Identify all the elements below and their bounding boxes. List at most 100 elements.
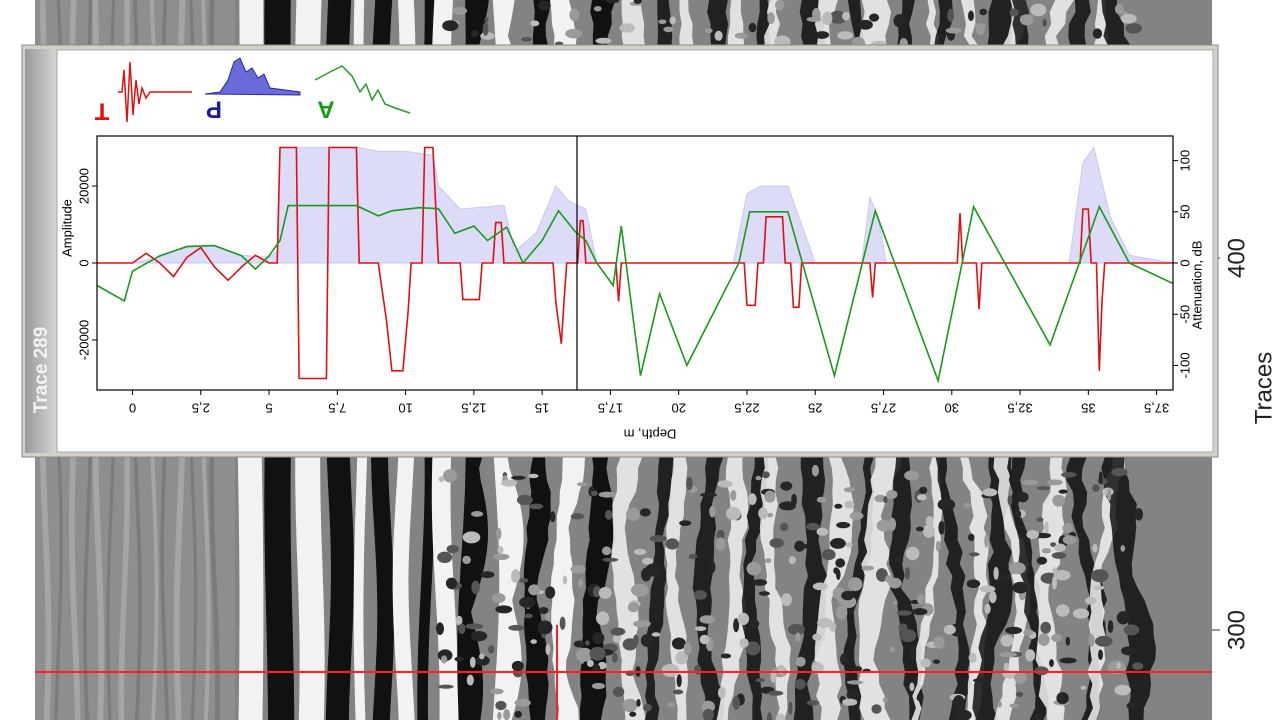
radargram-speckle [1023,629,1034,636]
radargram-speckle [480,571,495,579]
radargram-speckle [1061,472,1077,478]
radargram-speckle [586,659,594,668]
radargram-speckle [501,479,518,487]
radargram-speckle [579,652,585,664]
radargram-speckle [511,475,526,480]
radargram-speckle [1123,624,1140,636]
radargram-speckle [491,593,506,603]
radargram-speckle [717,480,733,488]
radargram-speckle [816,527,829,536]
radargram-speckle [764,490,776,503]
radargram-speckle [1030,3,1047,17]
radargram-speckle [573,640,585,648]
radargram-speckle [937,498,956,511]
radargram-speckle [702,708,715,720]
radargram-speckle [1038,633,1050,646]
radargram-speckle [993,566,999,580]
radargram-speckle [514,710,522,718]
radargram-speckle [766,712,773,720]
radargram-speckle [1051,633,1062,643]
radargram-speckle [601,546,612,556]
radargram-speckle [829,621,837,632]
radargram-speckle [730,490,737,501]
radargram-speckle [470,631,488,642]
radargram-speckle [488,645,495,654]
radargram-speckle [521,37,533,42]
radargram-speckle [770,670,777,683]
radargram-speckle [592,632,605,645]
radargram-speckle [815,31,830,39]
radargram-speckle [982,488,998,497]
radargram-speckle [836,521,851,529]
radargram-speckle [909,682,915,692]
radargram-speckle [1034,666,1049,676]
radargram-speckle [1116,662,1121,669]
radargram-speckle [1026,530,1039,539]
radargram-speckle [619,23,635,33]
radargram-speckle [972,678,991,683]
radargram-speckle [1058,489,1068,494]
radargram-speckle [641,567,652,582]
radargram-speckle [811,662,824,674]
radargram-speckle [1009,703,1019,708]
radargram-speckle [1092,484,1100,492]
radargram-speckle [511,569,520,584]
radargram-speckle [667,702,676,707]
radargram-speckle [462,555,471,565]
legend-label: A [317,96,334,123]
radargram-speckle [767,690,784,696]
radargram-speckle [592,663,601,673]
legend-label: P [206,96,222,123]
radargram-speckle [676,674,682,688]
radargram-speckle [746,561,762,576]
radargram-speckle [496,527,502,540]
radargram-speckle [1116,611,1130,625]
radargram-speckle [694,626,707,631]
radargram-speckle [893,14,906,28]
radargram-speckle [705,28,713,34]
radargram-speckle [847,577,863,592]
radargram-speckle [1114,684,1131,696]
radargram-speckle [1019,14,1034,26]
radargram-speckle [590,490,598,496]
radargram-speckle [1049,659,1054,668]
radargram-speckle [945,27,962,34]
radargram-speckle [916,694,924,702]
radargram-speckle [442,20,459,32]
radargram-speckle [446,544,459,554]
radargram-speckle [576,482,588,487]
radargram-speckle [883,496,888,504]
y2-tick-label: -100 [1177,352,1192,378]
radargram-speckle [795,632,801,642]
radargram-speckle [1015,691,1024,698]
radargram-speckle [830,538,846,549]
radargram-speckle [528,503,544,510]
radargram-speckle [841,590,854,601]
radargram-speckle [876,568,888,582]
legend-label: T [94,98,109,125]
radargram-speckle [679,520,692,526]
legend-icon-a [314,65,411,114]
radargram-speckle [917,494,927,501]
radargram-speckle [545,586,556,599]
radargram-speckle [1052,494,1065,507]
radargram-speckle [984,534,989,548]
radargram-speckle [1088,634,1095,647]
radargram-speckle [842,11,850,21]
radargram-speckle [629,711,637,717]
radargram-speckle [876,519,892,532]
radargram-speckle [1134,508,1144,521]
radargram-speckle [642,557,654,565]
radargram-speckle [475,655,490,666]
radargram-speckle [1098,649,1103,661]
radargram-speckle [1054,543,1066,552]
radargram-speckle [835,558,846,568]
radargram-speckle [933,636,945,649]
radargram-speckle [896,610,912,616]
window-title-bar [25,49,55,453]
x-tick-label: 35 [1081,401,1095,416]
radargram-speckle [886,490,898,499]
radargram-speckle [717,687,726,699]
radargram-speckle [1111,467,1128,477]
